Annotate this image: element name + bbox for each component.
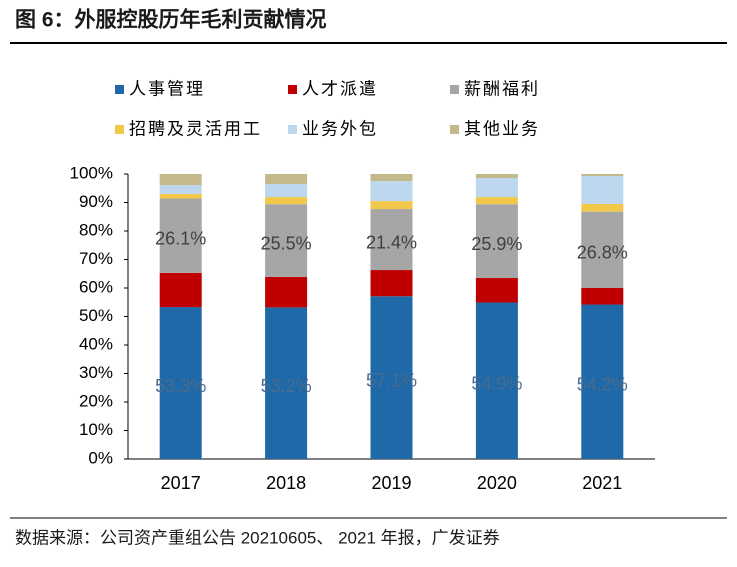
bar-segment	[370, 201, 413, 210]
bar-segment	[370, 296, 413, 459]
bar-segment	[265, 197, 308, 205]
data-label: 54.9%	[471, 374, 522, 394]
legend-label: 人才派遣	[302, 79, 378, 98]
bar-segment	[265, 174, 308, 184]
bar-segment	[265, 276, 308, 308]
data-label: 25.9%	[471, 234, 522, 254]
data-label: 26.8%	[577, 243, 628, 263]
x-tick-label: 2019	[371, 473, 411, 493]
legend-label: 薪酬福利	[464, 79, 540, 98]
bar-segment	[581, 211, 624, 288]
data-label: 54.2%	[577, 375, 628, 395]
y-tick-label: 10%	[79, 420, 113, 439]
legend-label: 招聘及灵活用工	[129, 119, 262, 138]
bar-segment	[370, 270, 413, 297]
bar-segment	[581, 174, 624, 176]
legend-swatch	[115, 85, 124, 94]
bar-segment	[370, 174, 413, 182]
y-tick-label: 90%	[79, 192, 113, 211]
data-label: 21.4%	[366, 232, 417, 252]
bar-segment	[265, 307, 308, 459]
x-tick-label: 2021	[582, 473, 622, 493]
legend-swatch	[115, 125, 124, 134]
x-tick-label: 2017	[161, 473, 201, 493]
legend-label: 人事管理	[129, 79, 205, 98]
legend-swatch	[450, 85, 459, 94]
y-tick-label: 70%	[79, 249, 113, 268]
bar-segment	[265, 204, 308, 277]
data-label: 26.1%	[155, 228, 206, 248]
y-tick-label: 0%	[88, 448, 113, 467]
bar-segment	[159, 307, 202, 459]
data-label: 57.1%	[366, 370, 417, 390]
bar-segment	[475, 174, 518, 178]
bar-segment	[370, 181, 413, 202]
data-label: 53.3%	[155, 376, 206, 396]
source-note: 数据来源：公司资产重组公告 20210605、 2021 年报，广发证券	[15, 528, 500, 547]
bar-segment	[159, 185, 202, 194]
bar-segment	[370, 209, 413, 271]
y-tick-label: 80%	[79, 220, 113, 239]
bar-segment	[265, 183, 308, 198]
bar-segment	[475, 197, 518, 205]
bar-segment	[159, 174, 202, 186]
legend-swatch	[288, 125, 297, 134]
bar-segment	[475, 177, 518, 198]
legend-label: 业务外包	[302, 119, 378, 138]
y-tick-label: 50%	[79, 306, 113, 325]
bar-segment	[581, 203, 624, 212]
bar-segment	[475, 302, 518, 459]
legend-swatch	[288, 85, 297, 94]
bar-segment	[159, 193, 202, 199]
y-tick-label: 30%	[79, 363, 113, 382]
bar-segment	[581, 288, 624, 305]
legend-label: 其他业务	[464, 119, 540, 138]
bar-segment	[475, 278, 518, 303]
y-tick-label: 60%	[79, 277, 113, 296]
y-tick-label: 20%	[79, 391, 113, 410]
data-label: 25.5%	[261, 233, 312, 253]
x-tick-label: 2020	[477, 473, 517, 493]
bar-segment	[159, 198, 202, 273]
y-tick-label: 40%	[79, 334, 113, 353]
legend-swatch	[450, 125, 459, 134]
bar-segment	[159, 272, 202, 308]
chart-title: 图 6：外服控股历年毛利贡献情况	[15, 8, 327, 32]
bar-segment	[475, 204, 518, 279]
bar-segment	[581, 175, 624, 204]
data-label: 53.2%	[261, 376, 312, 396]
bar-segment	[581, 304, 624, 459]
x-tick-label: 2018	[266, 473, 306, 493]
y-tick-label: 100%	[70, 163, 113, 182]
